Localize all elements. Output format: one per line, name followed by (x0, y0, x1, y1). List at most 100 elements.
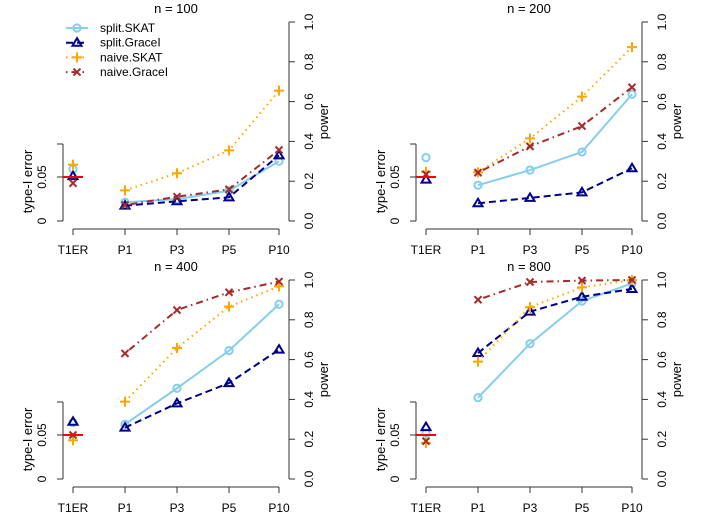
marker-circle (274, 299, 284, 309)
right-tick-label: 0.2 (302, 431, 316, 448)
marker-triangle (66, 169, 80, 181)
marker-plus (525, 302, 535, 313)
left-tick-label: 0 (35, 475, 49, 482)
x-tick-label: P3 (170, 501, 185, 515)
right-tick-label: 0.8 (655, 311, 669, 328)
marker-triangle (222, 190, 236, 202)
marker-plus (120, 396, 130, 407)
x-tick-label: P1 (118, 243, 133, 257)
marker-x (72, 67, 82, 77)
series-line-split.SKAT (124, 303, 280, 426)
left-axis-label: type-I error (373, 149, 388, 213)
marker-plus (224, 301, 234, 312)
x-tick-label: P5 (222, 243, 237, 257)
marker-plus (120, 185, 130, 196)
marker-x (473, 295, 483, 304)
marker-triangle (170, 194, 184, 206)
right-tick-label: 0.4 (655, 391, 669, 408)
marker-x (224, 185, 234, 194)
marker-x (120, 200, 130, 210)
right-axis-label: power (669, 103, 684, 139)
panel-title: n = 400 (154, 259, 198, 274)
marker-plus (72, 52, 82, 63)
legend-entry: naive.GraceI (100, 65, 168, 79)
right-tick-label: 0.8 (655, 53, 669, 70)
right-tick-label: 0.4 (302, 391, 316, 408)
marker-x (525, 142, 535, 151)
marker-triangle (272, 343, 286, 354)
left-tick-label: 0 (388, 475, 402, 482)
marker-triangle (625, 161, 639, 173)
marker-plus (172, 168, 182, 179)
right-tick-label: 1.0 (655, 13, 669, 30)
marker-x (627, 83, 637, 92)
x-tick-label: P10 (621, 243, 643, 257)
x-tick-label: P3 (523, 243, 538, 257)
marker-x (627, 275, 637, 285)
marker-x (274, 277, 284, 286)
legend: split.SKATsplit.GraceInaive.SKATnaive.Gr… (66, 21, 168, 79)
left-axis-label: type-I error (20, 149, 35, 213)
marker-plus (421, 437, 431, 448)
x-tick-label: P3 (523, 501, 538, 515)
right-axis-label: power (669, 361, 684, 397)
marker-x (172, 192, 182, 201)
right-tick-label: 1.0 (302, 13, 316, 30)
marker-circle (577, 296, 587, 306)
left-tick-label: 0.05 (388, 423, 402, 447)
marker-x (68, 178, 78, 188)
right-tick-label: 0.8 (302, 311, 316, 328)
marker-circle (473, 393, 483, 403)
x-tick-label: P1 (471, 501, 486, 515)
marker-triangle (523, 191, 537, 202)
x-tick-label: P1 (471, 243, 486, 257)
marker-triangle (471, 196, 485, 208)
marker-plus (172, 343, 182, 354)
right-tick-label: 0.2 (655, 431, 669, 448)
marker-circle (421, 153, 431, 163)
marker-plus (627, 42, 637, 53)
marker-triangle (118, 199, 132, 210)
x-tick-label: P10 (268, 243, 290, 257)
right-tick-label: 0.6 (302, 351, 316, 368)
left-tick-label: 0.05 (388, 165, 402, 189)
marker-triangle (419, 173, 433, 184)
right-tick-label: 0.8 (302, 53, 316, 70)
right-tick-label: 0.0 (302, 212, 316, 229)
marker-triangle (625, 282, 639, 293)
legend-entry: naive.SKAT (100, 50, 163, 64)
series-line-split.SKAT (477, 282, 633, 399)
series-line-split.SKAT (477, 93, 633, 187)
marker-x (473, 168, 483, 177)
right-tick-label: 0.6 (302, 93, 316, 110)
right-tick-label: 0.0 (302, 470, 316, 487)
series-line-split.GraceI (477, 167, 633, 205)
marker-plus (68, 159, 78, 170)
marker-triangle (118, 421, 132, 432)
panel-title: n = 100 (154, 1, 198, 16)
right-tick-label: 0.4 (302, 133, 316, 150)
right-axis-label: power (316, 103, 331, 139)
x-tick-label: P5 (222, 501, 237, 515)
right-tick-label: 0.2 (655, 173, 669, 190)
series-line-split.GraceI (124, 348, 280, 429)
panel-title: n = 800 (507, 259, 551, 274)
marker-plus (274, 85, 284, 96)
marker-triangle (523, 305, 537, 316)
marker-plus (577, 282, 587, 293)
x-tick-label: T1ER (58, 501, 89, 515)
left-tick-label: 0.05 (35, 423, 49, 447)
legend-entry: split.SKAT (100, 21, 156, 35)
x-tick-label: P3 (170, 243, 185, 257)
marker-triangle (471, 346, 485, 358)
right-tick-label: 0.0 (655, 470, 669, 487)
x-tick-label: P10 (621, 501, 643, 515)
right-tick-label: 0.6 (655, 93, 669, 110)
marker-plus (274, 281, 284, 292)
marker-triangle (66, 415, 80, 426)
marker-circle (172, 383, 182, 393)
